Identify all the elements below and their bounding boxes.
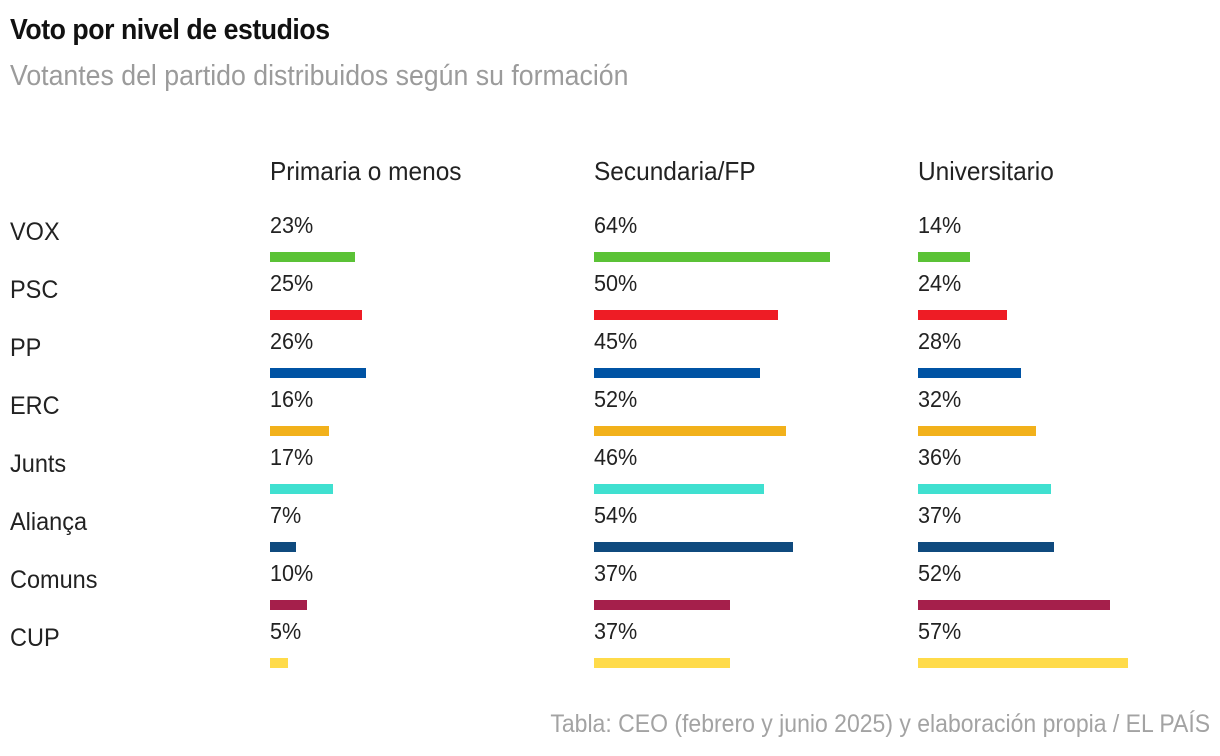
bar	[918, 658, 1128, 668]
row-label: VOX	[10, 218, 60, 246]
data-label: 26%	[270, 328, 314, 354]
row-label: Aliança	[10, 508, 88, 536]
chart-subtitle: Votantes del partido distribuidos según …	[10, 60, 629, 92]
chart-title: Voto por nivel de estudios	[10, 14, 330, 46]
data-label: 37%	[918, 502, 962, 528]
bar	[270, 484, 333, 494]
data-label: 25%	[270, 270, 314, 296]
data-label: 54%	[594, 502, 638, 528]
data-label: 10%	[270, 560, 314, 586]
data-label: 28%	[918, 328, 962, 354]
data-label: 32%	[918, 386, 962, 412]
row-label: PP	[10, 334, 42, 362]
bar	[270, 600, 307, 610]
data-label: 14%	[918, 212, 962, 238]
row-label: CUP	[10, 624, 60, 652]
row-label: ERC	[10, 392, 60, 420]
bar	[270, 310, 362, 320]
bar	[918, 310, 1007, 320]
bar	[270, 426, 329, 436]
bar	[594, 368, 760, 378]
data-label: 5%	[270, 618, 302, 644]
bar	[918, 368, 1021, 378]
bar	[594, 658, 730, 668]
row-label: Junts	[10, 450, 67, 478]
data-label: 37%	[594, 618, 638, 644]
bar	[594, 310, 778, 320]
data-label: 23%	[270, 212, 314, 238]
data-label: 36%	[918, 444, 962, 470]
bar	[270, 542, 296, 552]
row-label: PSC	[10, 276, 59, 304]
data-label: 50%	[594, 270, 638, 296]
data-label: 57%	[918, 618, 962, 644]
column-header: Primaria o menos	[270, 156, 462, 186]
bar	[918, 600, 1110, 610]
data-label: 52%	[594, 386, 638, 412]
column-header: Universitario	[918, 156, 1054, 186]
bar	[918, 542, 1054, 552]
bar	[270, 658, 288, 668]
bar	[594, 426, 786, 436]
bar	[270, 252, 355, 262]
data-label: 45%	[594, 328, 638, 354]
bar	[918, 252, 970, 262]
data-label: 64%	[594, 212, 638, 238]
bar	[918, 484, 1051, 494]
bar	[594, 542, 793, 552]
data-label: 16%	[270, 386, 314, 412]
row-label: Comuns	[10, 566, 98, 594]
data-label: 24%	[918, 270, 962, 296]
column-header: Secundaria/FP	[594, 156, 756, 186]
bar	[270, 368, 366, 378]
data-label: 7%	[270, 502, 302, 528]
bar	[594, 600, 730, 610]
bar	[594, 252, 830, 262]
source-note: Tabla: CEO (febrero y junio 2025) y elab…	[550, 710, 1210, 738]
bar	[918, 426, 1036, 436]
data-label: 52%	[918, 560, 962, 586]
data-label: 37%	[594, 560, 638, 586]
bar	[594, 484, 764, 494]
data-label: 46%	[594, 444, 638, 470]
data-label: 17%	[270, 444, 314, 470]
